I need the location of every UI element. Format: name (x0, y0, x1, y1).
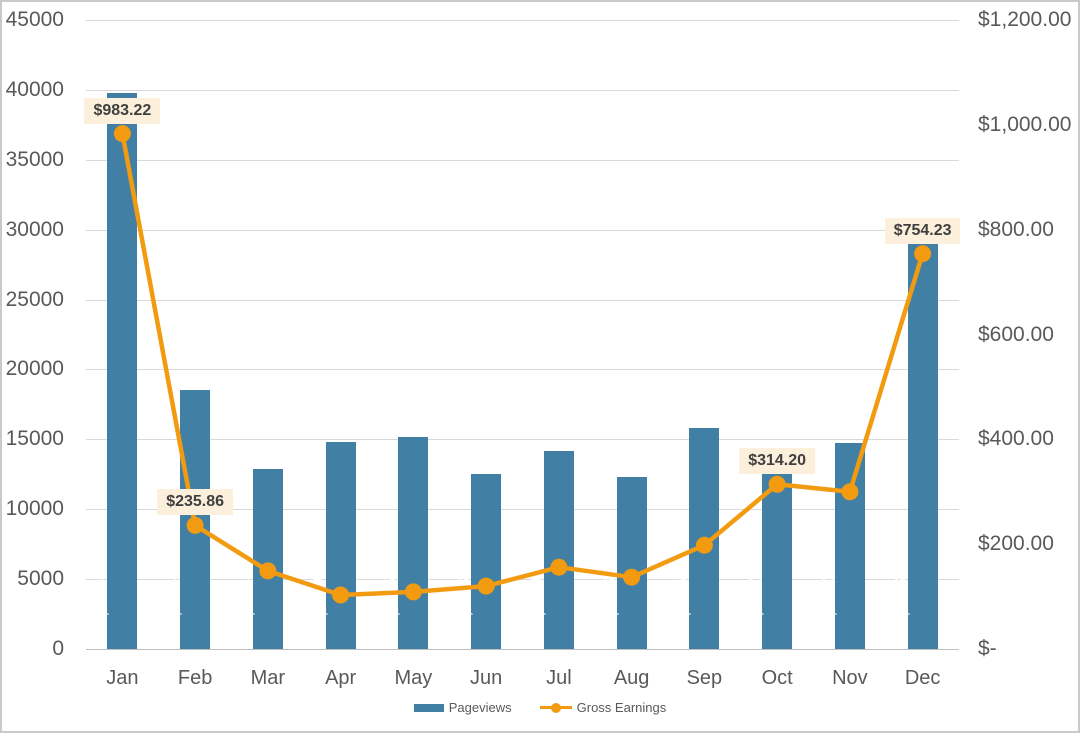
point-data-label-oct: $314.20 (739, 448, 816, 475)
left-axis-tick-label: 25000 (5, 287, 64, 311)
category-label-nov: Nov (832, 667, 868, 689)
line-marker-jun (477, 577, 495, 595)
plot-area: 39,794 18,534 12,874 14,819 15,196 12,523 14,1… (84, 20, 961, 650)
right-axis-tick-label: $600.00 (978, 322, 1054, 346)
point-data-label-jan: $983.22 (84, 97, 161, 124)
category-label-sep: Sep (686, 667, 723, 689)
gridline (86, 509, 959, 511)
left-axis-tick-label: 5000 (17, 567, 64, 591)
line-marker-dec (914, 245, 932, 263)
left-axis-tick-label: 10000 (5, 497, 64, 521)
bar-nov: 14,742 (817, 442, 865, 649)
legend-label-pageviews: Pageviews (448, 700, 512, 715)
category-label-apr: Apr (325, 667, 357, 689)
bar-aug: 12,338 (599, 476, 647, 649)
bar-dec: 29,868 (890, 231, 938, 649)
right-axis-tick-label: $800.00 (978, 217, 1054, 241)
left-axis-tick-label: 20000 (5, 357, 64, 381)
line-marker-nov (841, 483, 859, 501)
category-label-mar: Mar (250, 667, 286, 689)
gridline (86, 439, 959, 441)
line-marker-feb (186, 516, 204, 534)
line-marker-mar (259, 562, 277, 580)
bar-mar: 12,874 (235, 469, 283, 649)
left-axis-tick-label: 45000 (5, 8, 64, 31)
category-label-jun: Jun (470, 667, 503, 689)
gridline (86, 159, 959, 161)
line-marker-sep (695, 536, 713, 554)
category-label-may: May (394, 667, 433, 689)
pageviews-swatch-icon (413, 703, 444, 712)
left-axis-tick-label: 30000 (5, 217, 64, 241)
category-label-aug: Aug (613, 667, 650, 689)
gross-earnings-line (120, 133, 925, 598)
legend-item-gross-earnings: Gross Earnings (539, 700, 667, 715)
left-value-axis: 45000 40000 35000 30000 25000 20000 15000 10000… (2, 2, 66, 731)
left-axis-tick-label: 35000 (5, 147, 64, 171)
gridline (86, 229, 959, 231)
bar-may: 15,196 (380, 436, 429, 649)
right-axis-tick-label: $200.00 (978, 532, 1054, 556)
line-dot-icon (550, 702, 561, 713)
line-marker-apr (332, 586, 350, 604)
right-axis-tick-label: $400.00 (978, 427, 1054, 451)
line-marker-jul (550, 558, 568, 576)
line-marker-aug (623, 568, 641, 586)
legend-item-pageviews: Pageviews (413, 700, 512, 715)
gridline (86, 20, 959, 21)
category-label-jan: Jan (106, 667, 139, 689)
gridline (86, 579, 959, 581)
gross-earnings-line-series (113, 125, 932, 604)
x-axis-line (86, 649, 959, 650)
line-marker-jan (113, 125, 131, 143)
point-data-label-dec: $754.23 (884, 217, 961, 244)
gross-earnings-swatch-icon (539, 702, 572, 714)
left-axis-tick-label: 15000 (5, 427, 64, 451)
gridline (86, 89, 959, 91)
left-axis-tick-label: 40000 (5, 77, 64, 101)
legend: Pageviews Gross Earnings (2, 700, 1078, 715)
category-label-jul: Jul (546, 667, 572, 689)
right-axis-tick-label: $1,200.00 (978, 8, 1072, 31)
right-axis-tick-label: $- (978, 637, 997, 660)
category-label-oct: Oct (761, 667, 793, 689)
bar-apr: 14,819 (308, 441, 356, 649)
gridline (86, 299, 959, 301)
category-label-feb: Feb (177, 667, 213, 689)
line-marker-may (404, 583, 422, 601)
line-marker-oct (768, 475, 786, 493)
right-axis-tick-label: $1,000.00 (978, 112, 1072, 136)
category-label-dec: Dec (904, 667, 941, 689)
legend-label-gross-earnings: Gross Earnings (576, 700, 667, 715)
left-axis-tick-label: 0 (52, 637, 64, 660)
right-value-axis: $1,200.00 $1,000.00 $800.00 $600.00 $400.00 $… (978, 2, 1078, 731)
gridline (86, 369, 959, 371)
bar-jul: 14,170 (526, 450, 574, 649)
point-data-label-feb: $235.86 (157, 489, 234, 516)
bar-jun: 12,523 (453, 473, 502, 649)
